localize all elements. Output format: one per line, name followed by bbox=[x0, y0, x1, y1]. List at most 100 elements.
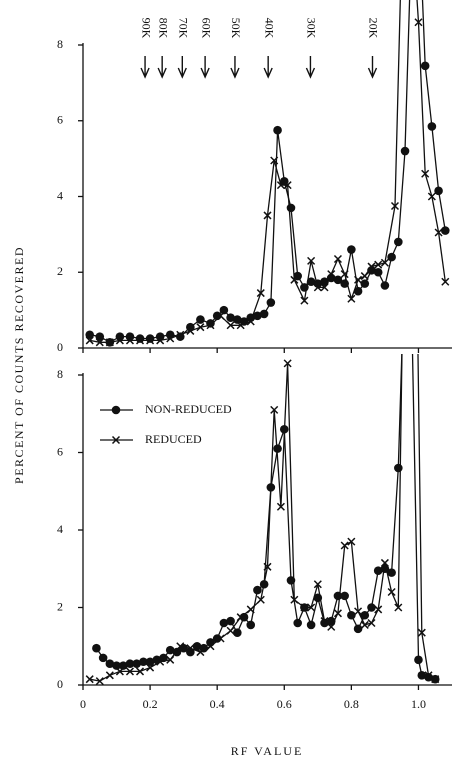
point bbox=[196, 648, 205, 657]
point bbox=[266, 298, 276, 307]
point bbox=[380, 258, 389, 267]
point bbox=[424, 672, 433, 682]
point bbox=[390, 201, 400, 210]
point bbox=[246, 620, 256, 630]
point bbox=[233, 315, 242, 324]
point bbox=[286, 203, 296, 213]
y-tick-label: 0 bbox=[57, 677, 63, 691]
y-tick-label: 8 bbox=[57, 367, 63, 381]
point bbox=[246, 317, 255, 326]
marker-label: 70K bbox=[177, 18, 191, 39]
point bbox=[156, 657, 165, 666]
point bbox=[441, 277, 450, 286]
x-tick-label: 0.2 bbox=[143, 697, 158, 711]
series-line bbox=[89, 354, 436, 682]
point bbox=[166, 334, 175, 343]
y-tick-label: 2 bbox=[57, 264, 63, 278]
point bbox=[259, 309, 269, 319]
point bbox=[156, 336, 165, 345]
point bbox=[118, 661, 128, 670]
point bbox=[320, 283, 329, 292]
point bbox=[374, 260, 383, 269]
point bbox=[354, 275, 363, 284]
x-tick-label: 0.8 bbox=[344, 697, 359, 711]
point bbox=[219, 305, 229, 315]
point bbox=[360, 620, 369, 629]
point bbox=[320, 618, 329, 628]
point bbox=[320, 617, 329, 626]
point bbox=[186, 644, 195, 653]
point bbox=[125, 667, 134, 676]
y-tick-label: 6 bbox=[57, 444, 63, 458]
marker-label: 30K bbox=[305, 18, 319, 39]
point bbox=[327, 622, 336, 631]
point bbox=[367, 603, 376, 612]
x-axis-label: RF VALUE bbox=[231, 744, 304, 758]
point bbox=[263, 211, 272, 220]
x-tick-label: 0.6 bbox=[277, 697, 292, 711]
legend-label: REDUCED bbox=[145, 432, 202, 446]
point bbox=[417, 671, 427, 680]
plot-area bbox=[85, 139, 440, 686]
point bbox=[387, 252, 396, 262]
marker-arrow bbox=[157, 56, 167, 79]
point bbox=[206, 321, 215, 330]
point bbox=[412, 139, 419, 146]
point bbox=[431, 675, 440, 684]
point bbox=[307, 256, 316, 265]
point bbox=[276, 181, 285, 190]
marker-arrow bbox=[140, 56, 150, 79]
point bbox=[226, 321, 235, 330]
point bbox=[347, 294, 356, 303]
point bbox=[340, 591, 349, 601]
point bbox=[253, 585, 262, 595]
point bbox=[333, 254, 342, 264]
point bbox=[216, 634, 225, 643]
marker-arrow bbox=[200, 56, 210, 79]
point bbox=[421, 169, 430, 178]
point bbox=[380, 281, 390, 290]
point bbox=[394, 237, 403, 247]
series-line bbox=[89, 0, 446, 344]
point bbox=[374, 605, 383, 614]
marker-label: 80K bbox=[156, 18, 170, 39]
legend-symbol bbox=[111, 435, 121, 445]
point bbox=[256, 289, 265, 298]
x-tick-label: 0 bbox=[80, 697, 86, 711]
point bbox=[306, 620, 316, 630]
marker-arrow bbox=[230, 56, 240, 79]
point bbox=[216, 311, 225, 320]
plot-area bbox=[85, 0, 450, 347]
point bbox=[206, 642, 215, 651]
point bbox=[146, 663, 155, 672]
point bbox=[236, 321, 245, 330]
point bbox=[233, 628, 242, 637]
point bbox=[85, 675, 94, 684]
point bbox=[176, 642, 185, 651]
point bbox=[387, 568, 396, 577]
point bbox=[145, 657, 155, 667]
point bbox=[196, 323, 205, 332]
x-tick-label: 0.4 bbox=[210, 697, 225, 711]
point bbox=[273, 125, 282, 135]
point bbox=[256, 595, 265, 604]
point bbox=[347, 610, 356, 620]
point bbox=[300, 296, 309, 305]
point bbox=[246, 605, 255, 614]
point bbox=[353, 624, 363, 634]
y-tick-label: 8 bbox=[57, 37, 63, 51]
point bbox=[290, 275, 299, 284]
point bbox=[360, 610, 370, 620]
point bbox=[340, 270, 349, 279]
point bbox=[95, 338, 104, 347]
point bbox=[276, 502, 285, 511]
point bbox=[98, 653, 108, 663]
point bbox=[219, 618, 229, 628]
point bbox=[400, 146, 410, 156]
point bbox=[92, 643, 101, 653]
point bbox=[354, 607, 363, 616]
point bbox=[95, 677, 104, 686]
point bbox=[373, 267, 383, 277]
point bbox=[360, 272, 369, 281]
